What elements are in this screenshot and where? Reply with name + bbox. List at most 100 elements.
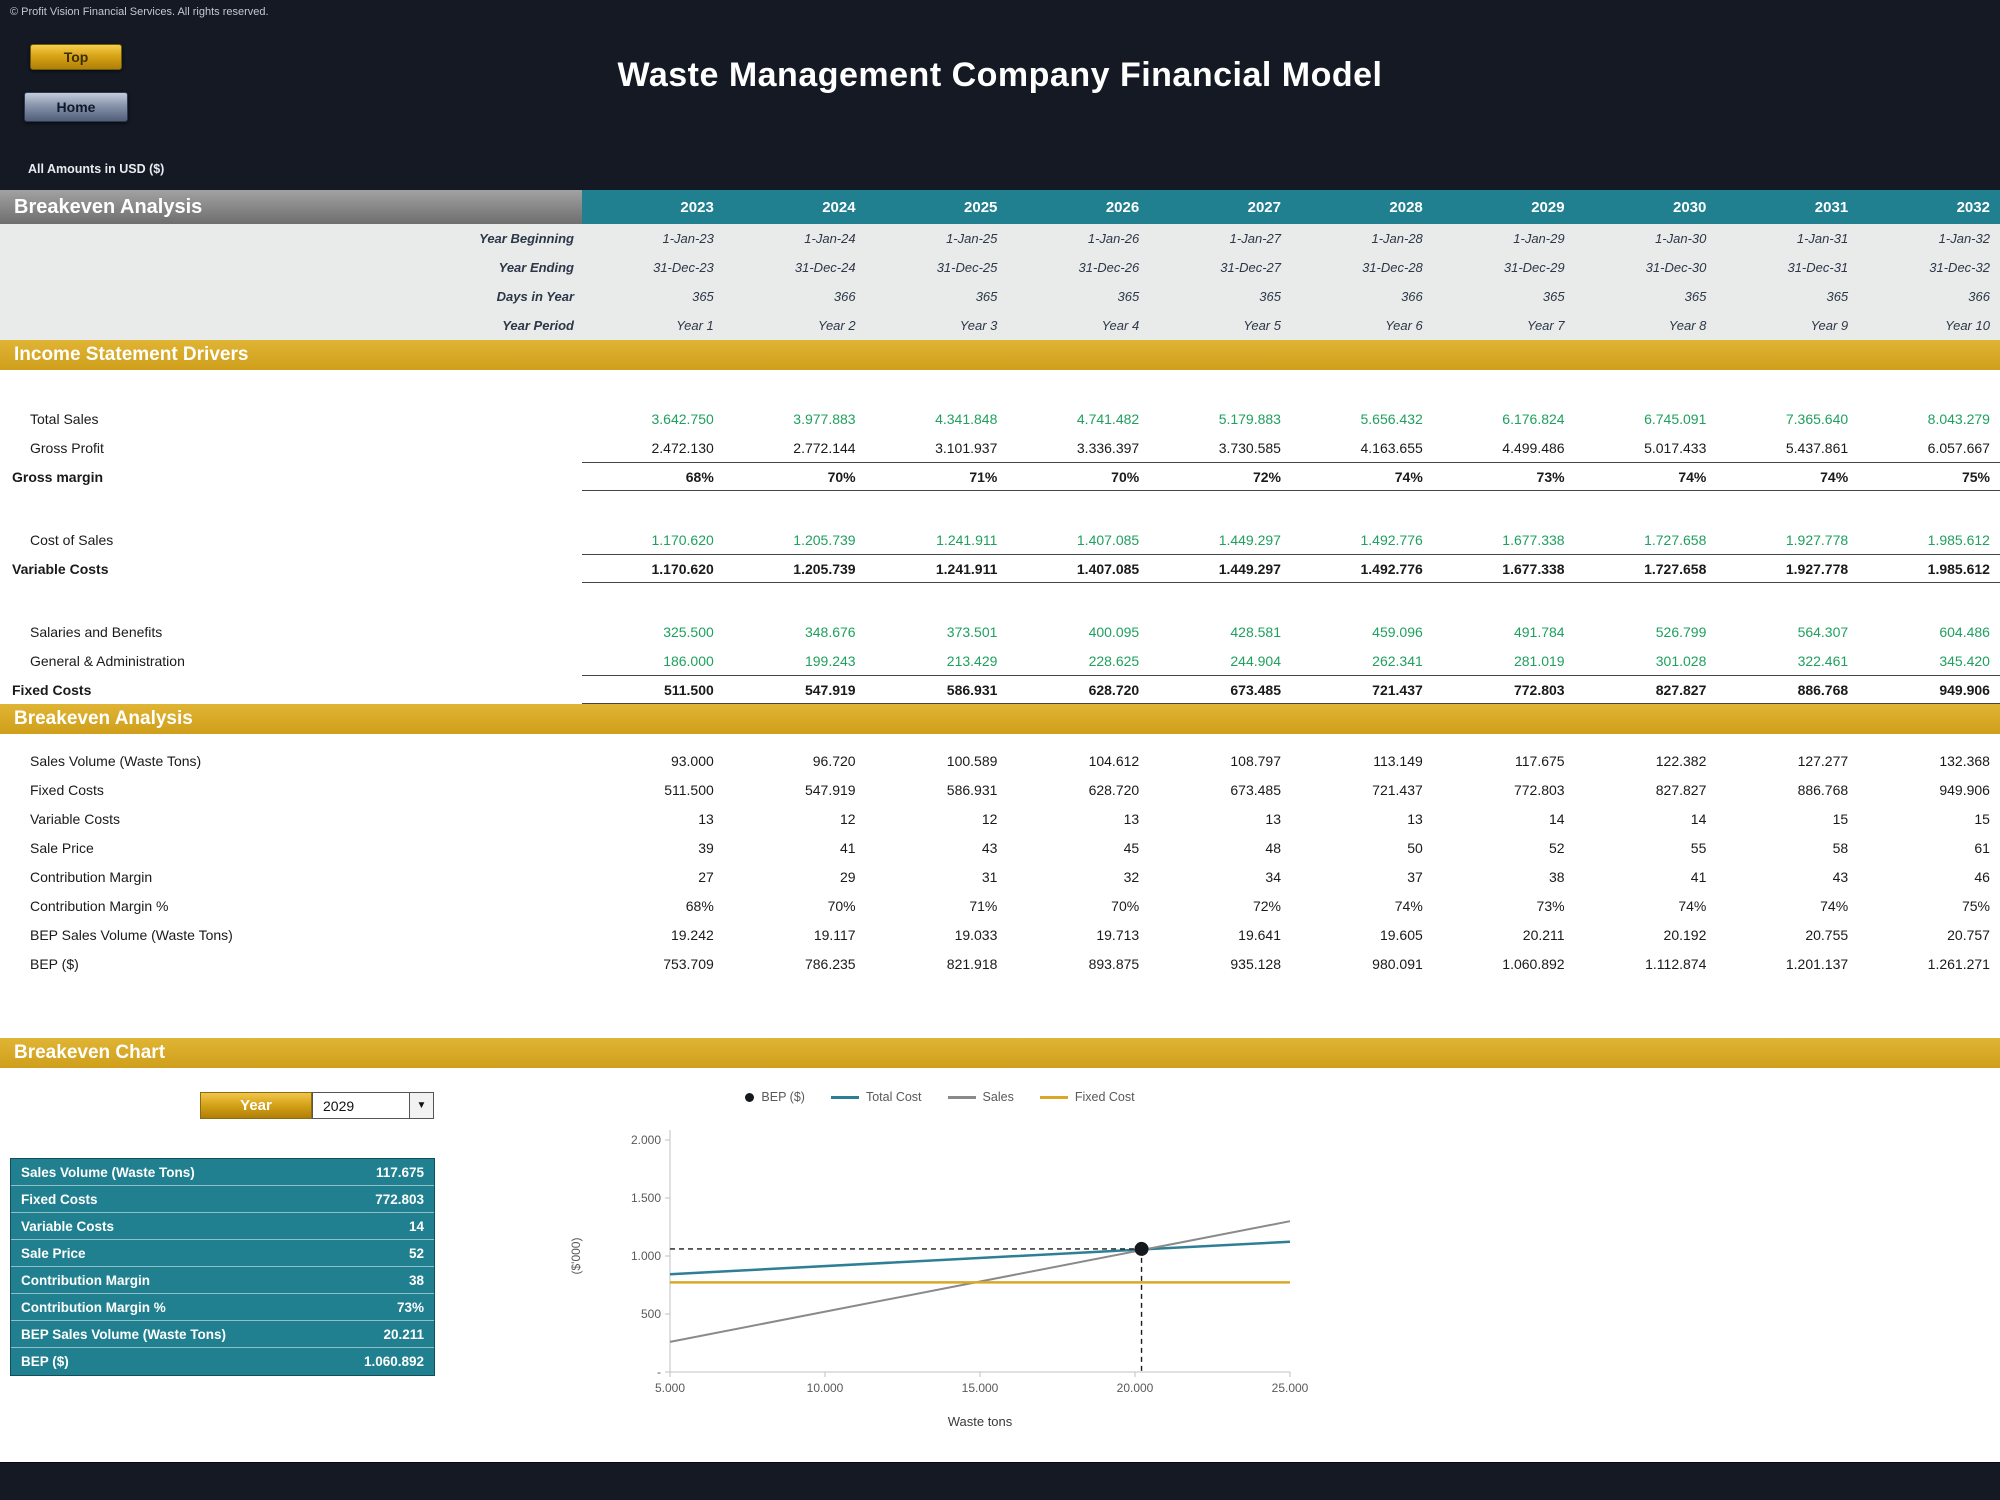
- cell-fixed-costs-2025[interactable]: 586.931: [946, 681, 998, 698]
- cell-days-in-year-2027[interactable]: 365: [1259, 289, 1281, 304]
- cell-contribution-margin-2026[interactable]: 32: [1123, 868, 1140, 885]
- cell-sale-price-2031[interactable]: 58: [1832, 839, 1849, 856]
- cell-total-sales-2029[interactable]: 6.176.824: [1502, 410, 1565, 427]
- cell-variable-costs-2023[interactable]: 1.170.620: [651, 560, 714, 577]
- cell-total-sales-2027[interactable]: 5.179.883: [1218, 410, 1281, 427]
- cell-year-period-2024[interactable]: Year 2: [818, 318, 856, 333]
- cell-year-period-2027[interactable]: Year 5: [1243, 318, 1281, 333]
- cell-days-in-year-2024[interactable]: 366: [833, 289, 856, 304]
- cell-general-administration-2027[interactable]: 244.904: [1230, 652, 1281, 669]
- cell-contribution-margin-2029[interactable]: 38: [1549, 868, 1565, 885]
- cell-bep-sales-volume-waste-tons-2028[interactable]: 19.605: [1379, 926, 1423, 943]
- cell-bep-2025[interactable]: 821.918: [946, 955, 998, 972]
- cell-gross-margin-2024[interactable]: 70%: [827, 468, 856, 485]
- cell-contribution-margin-2026[interactable]: 70%: [1111, 897, 1140, 914]
- cell-year-period-2026[interactable]: Year 4: [1101, 318, 1140, 333]
- year-header-2031[interactable]: 2031: [1814, 198, 1849, 216]
- cell-gross-margin-2030[interactable]: 74%: [1678, 468, 1707, 485]
- cell-variable-costs-2024[interactable]: 12: [840, 810, 856, 827]
- cell-bep-sales-volume-waste-tons-2032[interactable]: 20.757: [1947, 926, 1990, 943]
- cell-gross-profit-2030[interactable]: 5.017.433: [1644, 439, 1707, 456]
- cell-contribution-margin-2025[interactable]: 31: [981, 868, 998, 885]
- cell-days-in-year-2025[interactable]: 365: [975, 289, 998, 304]
- cell-fixed-costs-2025[interactable]: 586.931: [946, 781, 998, 798]
- home-button[interactable]: Home: [24, 92, 128, 122]
- cell-sales-volume-waste-tons-2031[interactable]: 127.277: [1797, 752, 1849, 769]
- cell-bep-2032[interactable]: 1.261.271: [1927, 955, 1990, 972]
- cell-year-ending-2029[interactable]: 31-Dec-29: [1503, 260, 1565, 275]
- cell-salaries-and-benefits-2025[interactable]: 373.501: [946, 623, 998, 640]
- cell-cost-of-sales-2028[interactable]: 1.492.776: [1360, 531, 1423, 548]
- cell-year-period-2023[interactable]: Year 1: [676, 318, 714, 333]
- cell-cost-of-sales-2031[interactable]: 1.927.778: [1785, 531, 1849, 548]
- cell-variable-costs-2026[interactable]: 1.407.085: [1076, 560, 1140, 577]
- cell-variable-costs-2028[interactable]: 1.492.776: [1360, 560, 1423, 577]
- cell-contribution-margin-2024[interactable]: 70%: [827, 897, 856, 914]
- cell-days-in-year-2030[interactable]: 365: [1684, 289, 1707, 304]
- cell-fixed-costs-2026[interactable]: 628.720: [1088, 681, 1140, 698]
- cell-gross-profit-2029[interactable]: 4.499.486: [1502, 439, 1565, 456]
- cell-fixed-costs-2027[interactable]: 673.485: [1230, 781, 1281, 798]
- cell-year-ending-2027[interactable]: 31-Dec-27: [1220, 260, 1281, 275]
- cell-bep-sales-volume-waste-tons-2027[interactable]: 19.641: [1238, 926, 1281, 943]
- cell-fixed-costs-2028[interactable]: 721.437: [1372, 681, 1423, 698]
- cell-variable-costs-2025[interactable]: 1.241.911: [935, 560, 998, 577]
- cell-year-beginning-2023[interactable]: 1-Jan-23: [662, 231, 714, 246]
- cell-contribution-margin-2023[interactable]: 68%: [685, 897, 714, 914]
- cell-fixed-costs-2030[interactable]: 827.827: [1655, 681, 1707, 698]
- cell-fixed-costs-2028[interactable]: 721.437: [1372, 781, 1423, 798]
- cell-total-sales-2026[interactable]: 4.741.482: [1076, 410, 1140, 427]
- cell-year-ending-2026[interactable]: 31-Dec-26: [1078, 260, 1140, 275]
- cell-sale-price-2029[interactable]: 52: [1549, 839, 1565, 856]
- cell-gross-margin-2026[interactable]: 70%: [1111, 468, 1140, 485]
- cell-variable-costs-2030[interactable]: 1.727.658: [1644, 560, 1707, 577]
- cell-variable-costs-2026[interactable]: 13: [1123, 810, 1140, 827]
- cell-contribution-margin-2023[interactable]: 27: [698, 868, 714, 885]
- cell-cost-of-sales-2029[interactable]: 1.677.338: [1502, 531, 1565, 548]
- cell-variable-costs-2028[interactable]: 13: [1407, 810, 1423, 827]
- cell-contribution-margin-2032[interactable]: 75%: [1961, 897, 1990, 914]
- cell-fixed-costs-2023[interactable]: 511.500: [664, 781, 714, 798]
- cell-fixed-costs-2023[interactable]: 511.500: [663, 681, 714, 698]
- cell-year-beginning-2026[interactable]: 1-Jan-26: [1087, 231, 1140, 246]
- cell-bep-2029[interactable]: 1.060.892: [1502, 955, 1565, 972]
- cell-contribution-margin-2029[interactable]: 73%: [1536, 897, 1565, 914]
- cell-year-period-2028[interactable]: Year 6: [1385, 318, 1423, 333]
- cell-days-in-year-2023[interactable]: 365: [692, 289, 714, 304]
- cell-gross-margin-2025[interactable]: 71%: [969, 468, 998, 485]
- cell-fixed-costs-2032[interactable]: 949.906: [1939, 681, 1990, 698]
- cell-salaries-and-benefits-2027[interactable]: 428.581: [1230, 623, 1281, 640]
- cell-fixed-costs-2032[interactable]: 949.906: [1939, 781, 1990, 798]
- cell-sales-volume-waste-tons-2028[interactable]: 113.149: [1373, 752, 1423, 769]
- cell-variable-costs-2024[interactable]: 1.205.739: [793, 560, 856, 577]
- cell-cost-of-sales-2023[interactable]: 1.170.620: [651, 531, 714, 548]
- cell-bep-2027[interactable]: 935.128: [1230, 955, 1281, 972]
- cell-bep-2023[interactable]: 753.709: [663, 955, 714, 972]
- cell-general-administration-2024[interactable]: 199.243: [804, 652, 856, 669]
- year-header-2028[interactable]: 2028: [1389, 198, 1423, 216]
- cell-year-beginning-2032[interactable]: 1-Jan-32: [1938, 231, 1990, 246]
- cell-total-sales-2024[interactable]: 3.977.883: [793, 410, 856, 427]
- cell-fixed-costs-2030[interactable]: 827.827: [1655, 781, 1707, 798]
- cell-gross-profit-2031[interactable]: 5.437.861: [1785, 439, 1849, 456]
- cell-fixed-costs-2027[interactable]: 673.485: [1230, 681, 1281, 698]
- cell-bep-sales-volume-waste-tons-2024[interactable]: 19.117: [813, 926, 856, 943]
- cell-variable-costs-2027[interactable]: 1.449.297: [1218, 560, 1281, 577]
- cell-year-ending-2030[interactable]: 31-Dec-30: [1645, 260, 1707, 275]
- cell-contribution-margin-2027[interactable]: 34: [1265, 868, 1281, 885]
- cell-cost-of-sales-2030[interactable]: 1.727.658: [1644, 531, 1707, 548]
- year-header-2025[interactable]: 2025: [964, 198, 998, 216]
- cell-general-administration-2025[interactable]: 213.429: [946, 652, 998, 669]
- cell-general-administration-2031[interactable]: 322.461: [1797, 652, 1849, 669]
- cell-sales-volume-waste-tons-2026[interactable]: 104.612: [1088, 752, 1140, 769]
- year-header-2030[interactable]: 2030: [1673, 198, 1707, 216]
- cell-general-administration-2029[interactable]: 281.019: [1513, 652, 1565, 669]
- cell-fixed-costs-2024[interactable]: 547.919: [804, 781, 856, 798]
- cell-year-beginning-2028[interactable]: 1-Jan-28: [1371, 231, 1423, 246]
- cell-sale-price-2027[interactable]: 48: [1265, 839, 1281, 856]
- cell-year-period-2029[interactable]: Year 7: [1526, 318, 1565, 333]
- cell-gross-margin-2027[interactable]: 72%: [1252, 468, 1281, 485]
- cell-salaries-and-benefits-2023[interactable]: 325.500: [663, 623, 714, 640]
- cell-year-ending-2032[interactable]: 31-Dec-32: [1929, 260, 1990, 275]
- cell-sales-volume-waste-tons-2024[interactable]: 96.720: [812, 752, 856, 769]
